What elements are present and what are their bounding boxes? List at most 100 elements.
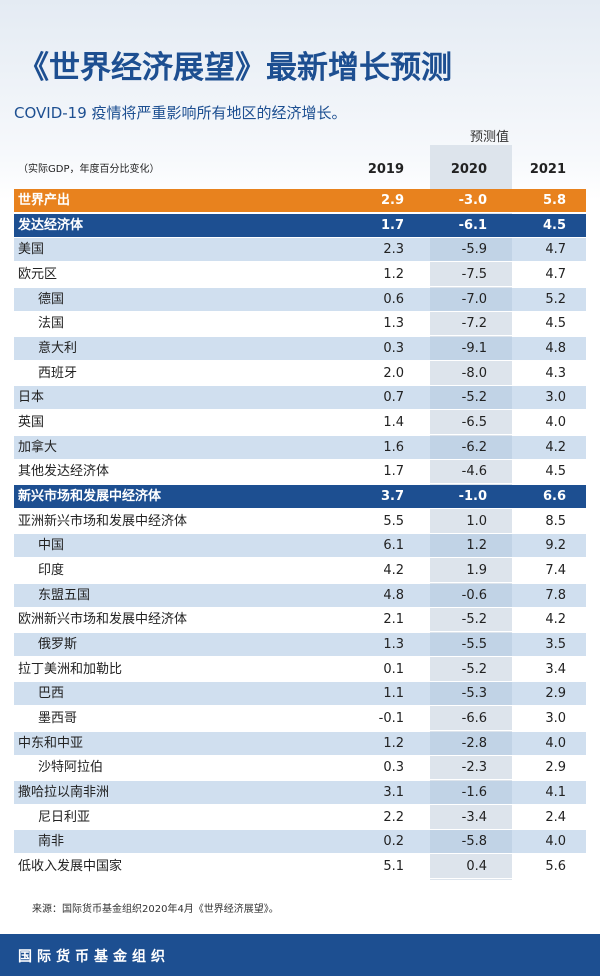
row-label: 中东和中亚 xyxy=(18,735,84,751)
cell-value: 2.1 xyxy=(383,612,404,628)
cell-value: -5.2 xyxy=(461,390,487,406)
table-row: 加拿大 1.6 -6.2 4.2 xyxy=(14,435,586,460)
cell-value: 1.3 xyxy=(383,637,404,653)
row-label: 拉丁美洲和加勒比 xyxy=(18,661,123,677)
row-label: 亚洲新兴市场和发展中经济体 xyxy=(18,513,188,529)
cell-value: 4.3 xyxy=(545,365,566,381)
cell-value: 2.4 xyxy=(545,809,566,825)
cell-value: 0.3 xyxy=(383,760,404,776)
cell-value: 6.1 xyxy=(383,538,404,554)
cell-value: 5.6 xyxy=(545,859,566,875)
title: 《世界经济展望》最新增长预测 xyxy=(18,50,452,86)
column-shade xyxy=(430,145,512,880)
table-row: 欧洲新兴市场和发展中经济体 2.1 -5.2 4.2 xyxy=(14,608,586,633)
forecast-label: 预测值 xyxy=(470,130,510,145)
cell-value: -9.1 xyxy=(461,341,487,357)
cell-value: -7.2 xyxy=(461,316,487,332)
row-label: 俄罗斯 xyxy=(38,637,78,653)
cell-value: 8.5 xyxy=(545,513,566,529)
cell-value: 2.3 xyxy=(383,242,404,258)
row-label: 发达经济体 xyxy=(18,217,84,233)
cell-value: 2.9 xyxy=(545,760,566,776)
row-label: 德国 xyxy=(38,291,65,307)
table-row: 中东和中亚 1.2 -2.8 4.0 xyxy=(14,731,586,756)
cell-value: 1.0 xyxy=(466,513,487,529)
cell-value: -5.8 xyxy=(461,834,487,850)
cell-value: 3.1 xyxy=(383,785,404,801)
cell-value: -6.6 xyxy=(461,711,487,727)
row-label: 欧元区 xyxy=(18,267,58,282)
cell-value: 4.8 xyxy=(383,587,404,603)
cell-value: 1.2 xyxy=(383,735,404,751)
cell-value: 4.2 xyxy=(545,439,566,455)
cell-value: 3.0 xyxy=(545,390,566,406)
cell-value: 5.8 xyxy=(542,193,566,208)
header-row: （实际GDP，年度百分比变化） 2019 2020 2021 xyxy=(14,158,586,181)
source: 来源：国际货币基金组织2020年4月《世界经济展望》。 xyxy=(32,904,279,915)
table-row: 东盟五国 4.8 -0.6 7.8 xyxy=(14,583,586,608)
cell-value: 5.2 xyxy=(545,291,566,307)
cell-value: -1.6 xyxy=(461,785,487,801)
row-label: 意大利 xyxy=(38,341,78,357)
cell-value: 1.1 xyxy=(383,686,404,702)
cell-value: -5.2 xyxy=(461,661,487,677)
row-label: 其他发达经济体 xyxy=(18,464,110,480)
cell-value: 0.6 xyxy=(383,291,404,307)
cell-value: 1.2 xyxy=(383,267,404,282)
table-row: 沙特阿拉伯 0.3 -2.3 2.9 xyxy=(14,756,586,781)
cell-value: -6.5 xyxy=(461,415,487,431)
table-row: 发达经济体 1.7 -6.1 4.5 xyxy=(14,213,586,238)
table-row: 法国 1.3 -7.2 4.5 xyxy=(14,312,586,337)
table-row: 美国 2.3 -5.9 4.7 xyxy=(14,238,586,263)
cell-value: 1.7 xyxy=(380,217,404,233)
row-label: 美国 xyxy=(18,242,45,258)
cell-value: 2.9 xyxy=(380,193,404,208)
cell-value: 4.7 xyxy=(545,267,566,282)
cell-value: 0.4 xyxy=(466,859,487,875)
table-row: 英国 1.4 -6.5 4.0 xyxy=(14,411,586,436)
cell-value: 2021 xyxy=(529,162,566,177)
row-label: 西班牙 xyxy=(38,365,78,381)
cell-value: 4.7 xyxy=(545,242,566,258)
cell-value: -8.0 xyxy=(461,365,487,381)
cell-value: 4.5 xyxy=(545,316,566,332)
cell-value: -6.1 xyxy=(458,217,487,233)
cell-value: -4.6 xyxy=(461,464,487,480)
row-label: 英国 xyxy=(18,415,45,431)
cell-value: 5.1 xyxy=(383,859,404,875)
table-row: 撒哈拉以南非洲 3.1 -1.6 4.1 xyxy=(14,781,586,806)
table-row: 拉丁美洲和加勒比 0.1 -5.2 3.4 xyxy=(14,658,586,682)
cell-value: -2.8 xyxy=(461,735,487,751)
table-row: 欧元区 1.2 -7.5 4.7 xyxy=(14,263,586,287)
row-label: 墨西哥 xyxy=(38,711,78,727)
cell-value: -3.4 xyxy=(461,809,487,825)
cell-value: 3.0 xyxy=(545,711,566,727)
row-label: 日本 xyxy=(18,390,45,406)
table-row: 尼日利亚 2.2 -3.4 2.4 xyxy=(14,806,586,830)
table-row: 日本 0.7 -5.2 3.0 xyxy=(14,386,586,411)
table-row: 巴西 1.1 -5.3 2.9 xyxy=(14,682,586,707)
cell-value: -5.9 xyxy=(461,242,487,258)
cell-value: 1.4 xyxy=(383,415,404,431)
cell-value: 4.2 xyxy=(545,612,566,628)
cell-value: 1.3 xyxy=(383,316,404,332)
cell-value: 4.0 xyxy=(545,415,566,431)
row-label: 印度 xyxy=(38,563,65,579)
cell-value: 7.8 xyxy=(545,587,566,603)
cell-value: 3.5 xyxy=(545,637,566,653)
cell-value: -6.2 xyxy=(461,439,487,455)
cell-value: 2019 xyxy=(367,162,404,177)
table-row: 意大利 0.3 -9.1 4.8 xyxy=(14,337,586,362)
cell-value: 3.4 xyxy=(545,661,566,677)
cell-value: -5.3 xyxy=(461,686,487,702)
row-label: 欧洲新兴市场和发展中经济体 xyxy=(18,612,188,628)
cell-value: 4.5 xyxy=(542,217,566,233)
table-row: 低收入发展中国家 5.1 0.4 5.6 xyxy=(14,855,586,880)
cell-value: 2.0 xyxy=(383,365,404,381)
table-row: 世界产出 2.9 -3.0 5.8 xyxy=(14,189,586,213)
cell-value: 7.4 xyxy=(545,563,566,579)
cell-value: 1.2 xyxy=(466,538,487,554)
cell-value: -5.5 xyxy=(461,637,487,653)
cell-value: 3.7 xyxy=(380,489,404,505)
footer-bar xyxy=(0,934,600,976)
